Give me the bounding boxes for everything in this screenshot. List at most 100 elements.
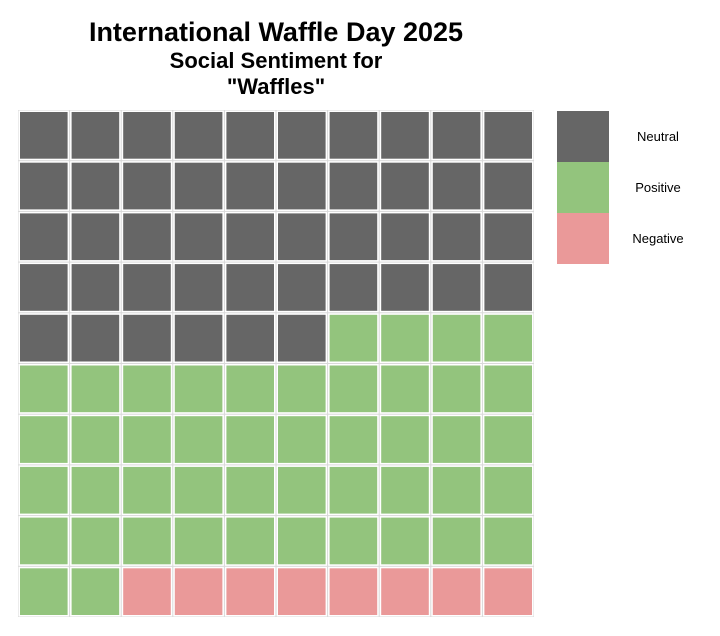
legend-swatch-positive <box>557 162 609 213</box>
waffle-cell-positive <box>432 416 481 463</box>
waffle-cell-neutral <box>226 213 274 261</box>
waffle-cell-neutral <box>20 162 68 210</box>
waffle-cell-neutral <box>226 264 274 311</box>
waffle-cell-positive <box>174 517 223 565</box>
waffle-cell-positive <box>278 517 326 565</box>
waffle-cell-neutral <box>71 162 120 210</box>
waffle-cell-neutral <box>123 213 171 261</box>
waffle-cell-neutral <box>381 112 429 159</box>
waffle-cell-positive <box>329 466 378 514</box>
waffle-cell-negative <box>329 568 378 615</box>
waffle-cell-neutral <box>123 264 171 311</box>
waffle-cell-neutral <box>20 213 68 261</box>
waffle-cell-positive <box>123 416 171 463</box>
waffle-cell-positive <box>381 365 429 413</box>
waffle-cell-positive <box>123 365 171 413</box>
waffle-cell-neutral <box>278 264 326 311</box>
chart-title: International Waffle Day 2025 <box>88 17 464 47</box>
waffle-cell-neutral <box>278 112 326 159</box>
legend-item-positive: Positive <box>557 162 707 213</box>
waffle-cell-positive <box>20 517 68 565</box>
waffle-cell-neutral <box>174 264 223 311</box>
waffle-cell-negative <box>226 568 274 615</box>
waffle-cell-positive <box>71 517 120 565</box>
waffle-cell-positive <box>71 416 120 463</box>
waffle-cell-positive <box>226 365 274 413</box>
waffle-cell-neutral <box>484 264 532 311</box>
chart-subtitle: Social Sentiment for "Waffles" <box>169 48 383 99</box>
waffle-cell-positive <box>20 466 68 514</box>
waffle-cell-positive <box>123 517 171 565</box>
waffle-cell-positive <box>484 314 532 362</box>
waffle-cell-positive <box>278 416 326 463</box>
legend-swatch-neutral <box>557 111 609 162</box>
waffle-cell-negative <box>174 568 223 615</box>
waffle-cell-positive <box>381 416 429 463</box>
waffle-cell-negative <box>123 568 171 615</box>
waffle-cell-positive <box>174 466 223 514</box>
waffle-cell-positive <box>174 365 223 413</box>
waffle-cell-positive <box>71 568 120 615</box>
waffle-cell-neutral <box>174 314 223 362</box>
waffle-cell-neutral <box>20 314 68 362</box>
waffle-cell-positive <box>20 416 68 463</box>
waffle-cell-neutral <box>123 112 171 159</box>
waffle-cell-positive <box>20 568 68 615</box>
waffle-cell-neutral <box>123 162 171 210</box>
waffle-cell-positive <box>71 466 120 514</box>
waffle-cell-neutral <box>71 213 120 261</box>
legend-label-positive: Positive <box>635 180 681 195</box>
waffle-cell-neutral <box>174 112 223 159</box>
waffle-cell-positive <box>381 466 429 514</box>
legend-swatch-negative <box>557 213 609 264</box>
waffle-cell-neutral <box>432 162 481 210</box>
waffle-cell-neutral <box>329 213 378 261</box>
waffle-cell-neutral <box>20 264 68 311</box>
waffle-cell-neutral <box>329 264 378 311</box>
waffle-cell-neutral <box>226 162 274 210</box>
waffle-cell-positive <box>484 365 532 413</box>
waffle-cell-neutral <box>381 162 429 210</box>
waffle-cell-neutral <box>123 314 171 362</box>
waffle-cell-neutral <box>432 264 481 311</box>
waffle-cell-neutral <box>278 213 326 261</box>
waffle-cell-positive <box>432 314 481 362</box>
waffle-cell-positive <box>226 517 274 565</box>
waffle-cell-neutral <box>174 162 223 210</box>
waffle-cell-positive <box>278 365 326 413</box>
waffle-cell-neutral <box>329 162 378 210</box>
waffle-cell-positive <box>123 466 171 514</box>
legend-item-negative: Negative <box>557 213 707 264</box>
waffle-cell-neutral <box>20 112 68 159</box>
legend-label-neutral: Neutral <box>637 129 679 144</box>
waffle-cell-positive <box>381 314 429 362</box>
waffle-cell-positive <box>381 517 429 565</box>
waffle-cell-neutral <box>484 112 532 159</box>
legend-label-negative: Negative <box>632 231 684 246</box>
waffle-cell-neutral <box>432 112 481 159</box>
waffle-cell-positive <box>329 416 378 463</box>
waffle-cell-positive <box>278 466 326 514</box>
waffle-cell-positive <box>226 416 274 463</box>
waffle-cell-neutral <box>226 112 274 159</box>
waffle-cell-positive <box>432 517 481 565</box>
waffle-cell-neutral <box>278 162 326 210</box>
legend: Neutral Positive Negative <box>557 111 707 264</box>
waffle-cell-neutral <box>381 213 429 261</box>
waffle-cell-positive <box>432 365 481 413</box>
waffle-cell-neutral <box>71 112 120 159</box>
waffle-cell-positive <box>484 416 532 463</box>
waffle-cell-positive <box>329 314 378 362</box>
waffle-cell-positive <box>20 365 68 413</box>
waffle-cell-neutral <box>381 264 429 311</box>
waffle-cell-positive <box>329 517 378 565</box>
waffle-cell-negative <box>278 568 326 615</box>
waffle-cell-negative <box>381 568 429 615</box>
waffle-cell-positive <box>432 466 481 514</box>
waffle-cell-neutral <box>484 213 532 261</box>
waffle-cell-positive <box>484 466 532 514</box>
waffle-cell-positive <box>329 365 378 413</box>
waffle-cell-negative <box>484 568 532 615</box>
waffle-cell-neutral <box>226 314 274 362</box>
